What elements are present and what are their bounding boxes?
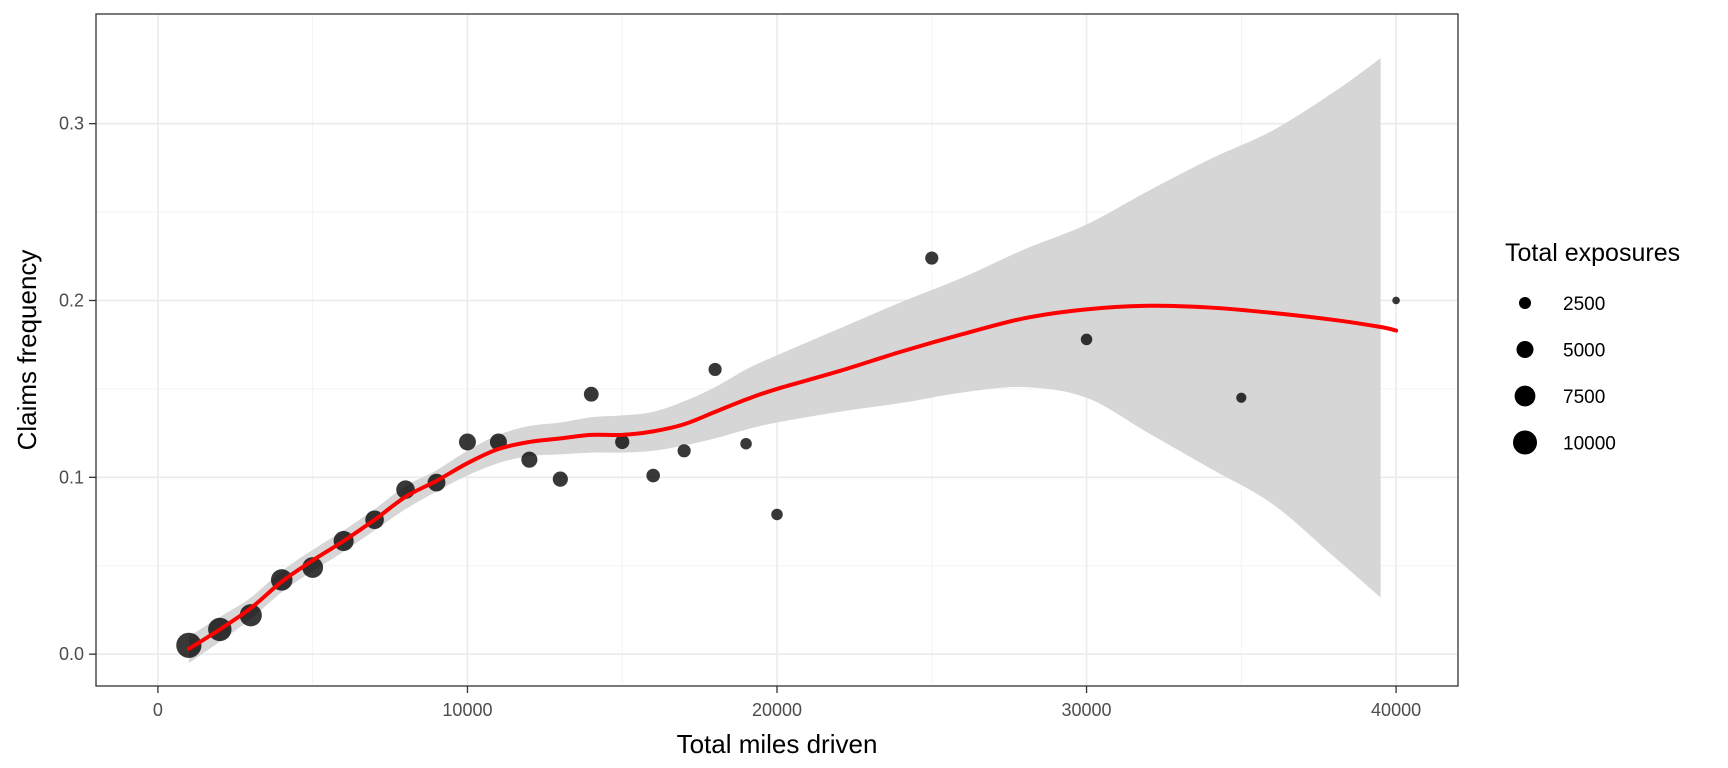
y-tick-label: 0.2 bbox=[59, 290, 84, 310]
legend-label: 7500 bbox=[1563, 387, 1605, 408]
legend-label: 5000 bbox=[1563, 341, 1605, 362]
data-point bbox=[771, 508, 783, 521]
legend-label: 10000 bbox=[1563, 434, 1616, 455]
x-tick-label: 20000 bbox=[752, 700, 802, 720]
y-axis-title: Claims frequency bbox=[12, 250, 42, 451]
legend-size-key bbox=[1514, 385, 1536, 407]
data-point bbox=[176, 632, 202, 658]
data-point bbox=[552, 471, 568, 487]
data-point bbox=[708, 362, 722, 377]
y-tick-label: 0.0 bbox=[59, 644, 84, 664]
legend: Total exposures 2500 5000 7500 10000 bbox=[1505, 239, 1680, 455]
y-axis: 0.0 0.1 0.2 0.3 bbox=[59, 114, 96, 664]
data-point bbox=[458, 433, 476, 451]
data-point bbox=[1236, 392, 1247, 403]
legend-label: 2500 bbox=[1563, 294, 1605, 315]
data-point bbox=[925, 251, 939, 265]
legend-title: Total exposures bbox=[1505, 239, 1680, 267]
legend-items: 2500 5000 7500 10000 bbox=[1512, 294, 1616, 455]
data-point bbox=[239, 604, 262, 627]
scatter-points bbox=[176, 251, 1400, 658]
x-axis-title: Total miles driven bbox=[677, 729, 878, 759]
legend-size-key bbox=[1512, 430, 1538, 455]
data-point bbox=[677, 444, 691, 458]
data-point bbox=[583, 386, 599, 402]
data-point bbox=[740, 437, 752, 450]
smooth-line bbox=[186, 303, 1399, 651]
x-tick-label: 30000 bbox=[1062, 700, 1112, 720]
x-tick-label: 10000 bbox=[442, 700, 492, 720]
x-tick-label: 0 bbox=[153, 700, 163, 720]
data-point bbox=[521, 451, 538, 468]
legend-size-key bbox=[1516, 341, 1534, 358]
data-point bbox=[615, 434, 630, 450]
y-tick-label: 0.1 bbox=[59, 467, 84, 487]
data-point bbox=[1080, 333, 1093, 346]
confidence-band bbox=[188, 58, 1381, 664]
y-tick-label: 0.3 bbox=[59, 114, 84, 134]
x-tick-label: 40000 bbox=[1371, 700, 1421, 720]
data-point bbox=[646, 468, 660, 483]
data-point bbox=[1392, 296, 1400, 305]
legend-size-key bbox=[1518, 296, 1532, 310]
x-axis: 0 10000 20000 30000 40000 bbox=[153, 686, 1421, 720]
